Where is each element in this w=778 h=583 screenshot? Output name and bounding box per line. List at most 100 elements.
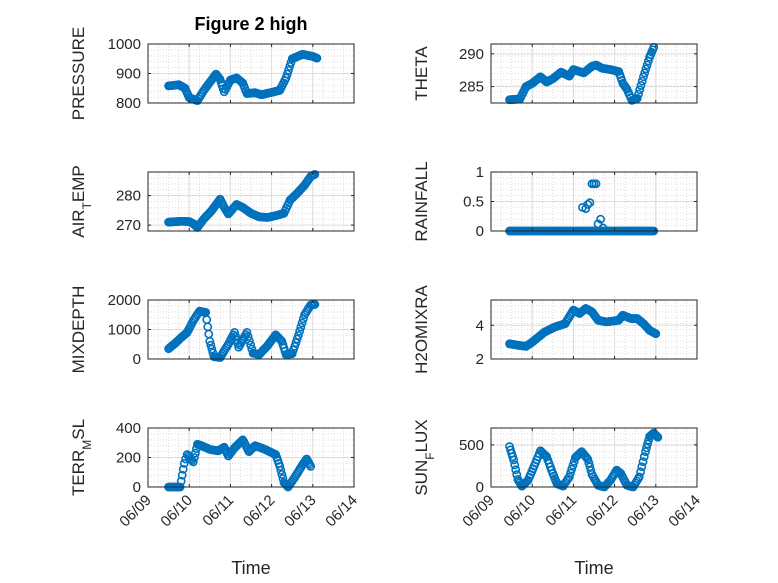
data-point [567, 464, 577, 474]
data-point [641, 447, 650, 456]
figure-title: Figure 2 high [194, 14, 307, 34]
data-point [509, 455, 519, 465]
data-point [569, 456, 579, 466]
data-point [637, 462, 647, 472]
y-tick-label: 400 [116, 420, 141, 437]
data-point [293, 330, 303, 340]
data-point [207, 344, 217, 354]
data-point [653, 432, 663, 442]
y-tick-label: 1000 [108, 322, 141, 339]
data-point [636, 81, 646, 90]
y-axis-label: SUNFLUX [412, 419, 437, 495]
data-point [638, 457, 648, 467]
data-point [635, 85, 645, 95]
data-point [297, 318, 307, 328]
data-point [236, 437, 245, 447]
y-tick-label: 1 [476, 164, 484, 181]
subplot-sunflux: 06/09 06/10 06/11 06/12 06/13 06/14 0 500 SUNFLU… [412, 419, 704, 530]
data-point [277, 470, 287, 479]
data-point [637, 76, 647, 86]
data-point [634, 89, 643, 99]
data-point [281, 73, 291, 83]
x-tick-label: 06/12 [583, 492, 622, 531]
subplot-mixdepth: 0 1000 2000 MIXDEPTH [69, 286, 355, 374]
y-tick-label: 285 [459, 79, 484, 96]
data-point [564, 472, 574, 482]
data-point [275, 461, 285, 471]
y-axis-label: THETA [412, 46, 431, 101]
data-point [510, 460, 520, 470]
data-point [296, 322, 306, 332]
data-point [568, 460, 578, 470]
data-point [581, 204, 591, 213]
subplot-h2omixra: 2 4 H2OMIXRA [412, 284, 698, 374]
subplot-pressure: 800 900 1000 PRESSURE [69, 27, 355, 120]
x-tick-label: 06/14 [665, 492, 704, 531]
x-tick-label: 06/13 [624, 492, 663, 531]
data-point [639, 72, 648, 82]
data-point [206, 340, 216, 350]
data-point [596, 214, 605, 224]
axes-box [490, 427, 698, 488]
data-point [585, 198, 595, 208]
data-point [636, 467, 645, 477]
x-tick-label: 06/10 [500, 492, 539, 531]
data-point [632, 94, 642, 103]
y-axis-label: H2OMIXRA [412, 284, 431, 373]
data-point [189, 453, 199, 462]
data-point [178, 464, 188, 474]
subplot-theta: 285 290 THETA [412, 42, 698, 105]
y-tick-label: 2 [476, 351, 484, 368]
data-point [177, 470, 187, 480]
x-tick-label: 06/09 [116, 492, 155, 531]
data-point [285, 62, 295, 71]
data-point [583, 200, 593, 209]
data-point [205, 336, 215, 346]
axes-box [147, 171, 355, 232]
data-point [190, 448, 200, 458]
data-point [176, 476, 186, 486]
y-tick-label: 800 [116, 95, 141, 112]
subplot-rainfall: 0 0.5 1 RAINFALL [412, 161, 698, 242]
data-point [591, 179, 601, 189]
axes-box [490, 299, 698, 360]
data-point [583, 454, 593, 464]
data-point [244, 336, 254, 346]
data-point [651, 430, 661, 440]
y-tick-label: 0 [476, 479, 484, 496]
axes-box [490, 43, 698, 104]
data-point [639, 452, 649, 462]
data-point [276, 335, 286, 345]
y-tick-label: 290 [459, 46, 484, 63]
y-tick-label: 0 [476, 223, 484, 240]
subplot-terrmsl: 06/09 06/10 06/11 06/12 06/13 06/14 0 200 400 TER… [69, 419, 361, 530]
x-tick-label: 06/14 [322, 492, 361, 531]
x-tick-label: 06/11 [542, 492, 580, 530]
data-point [310, 300, 320, 309]
y-tick-label: 270 [116, 217, 141, 234]
data-point [652, 431, 662, 441]
data-point [598, 223, 608, 233]
y-tick-label: 1000 [108, 36, 141, 53]
data-point [643, 439, 652, 449]
x-axis-label-left: Time [231, 558, 270, 578]
y-axis-label: TERRMSL [69, 419, 94, 496]
data-point [179, 458, 189, 468]
data-point [585, 462, 595, 472]
y-axis-label: AIRTEMP [69, 165, 94, 238]
data-point [511, 465, 521, 475]
data-point [634, 472, 644, 482]
data-point [276, 466, 286, 475]
y-tick-label: 0 [133, 351, 141, 368]
x-tick-label: 06/12 [240, 492, 279, 531]
y-axis-label: MIXDEPTH [69, 286, 88, 374]
x-tick-label: 06/09 [459, 492, 498, 531]
y-tick-label: 4 [476, 317, 484, 334]
data-point [641, 64, 651, 74]
data-point [582, 453, 591, 463]
data-point [310, 169, 320, 179]
y-tick-label: 900 [116, 66, 141, 83]
data-point [306, 461, 316, 471]
y-tick-label: 0 [133, 479, 141, 496]
